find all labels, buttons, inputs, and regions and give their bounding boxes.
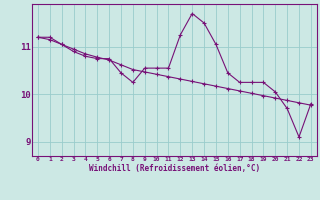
X-axis label: Windchill (Refroidissement éolien,°C): Windchill (Refroidissement éolien,°C)	[89, 164, 260, 173]
